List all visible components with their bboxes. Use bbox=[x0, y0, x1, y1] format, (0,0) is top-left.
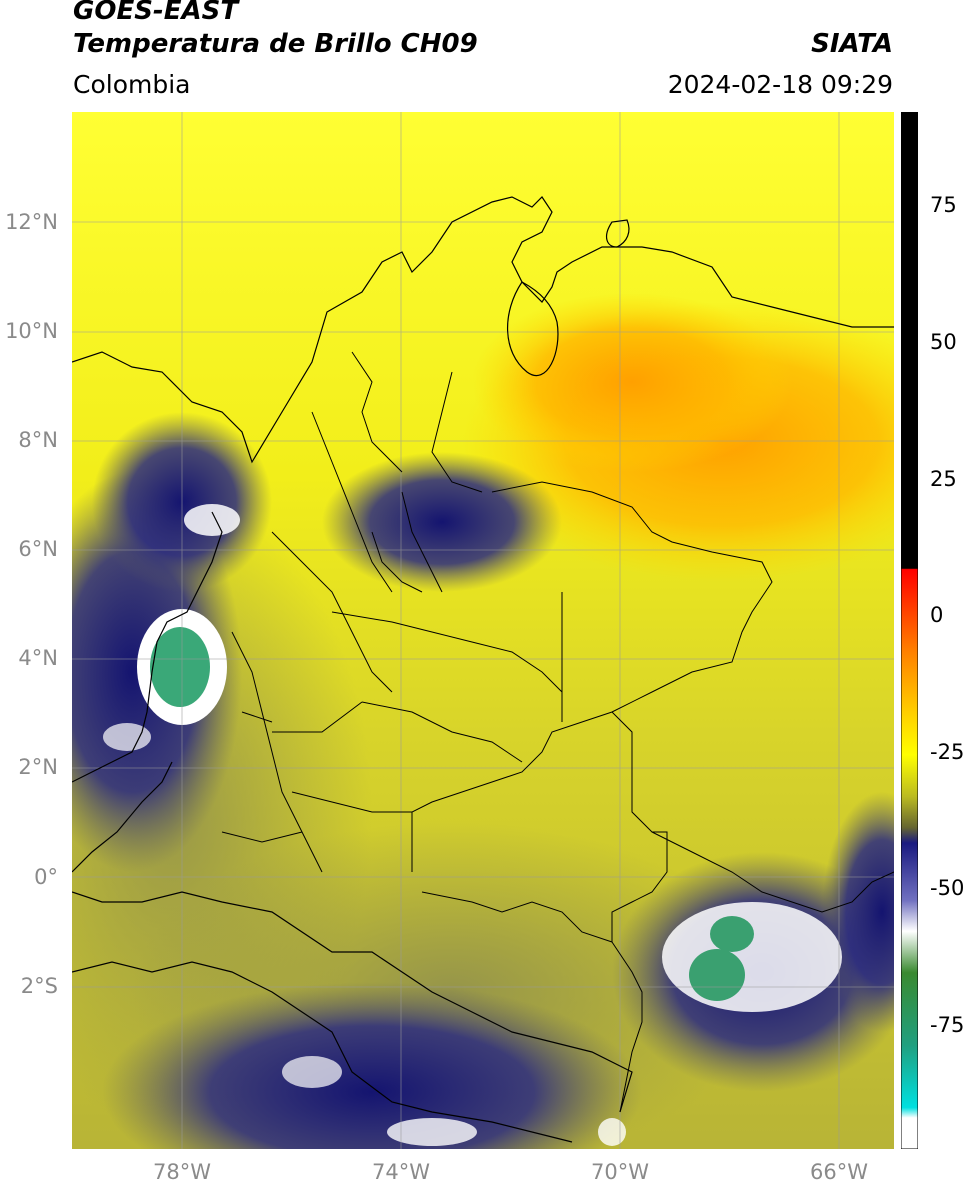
deep-convection-pacific-core bbox=[150, 627, 210, 707]
lat-tick-label: 2°S bbox=[20, 974, 58, 998]
graticule bbox=[72, 112, 894, 1149]
product-title: Temperatura de Brillo CH09 bbox=[73, 29, 478, 59]
lat-tick-label: 0° bbox=[34, 865, 58, 889]
region-label: Colombia bbox=[73, 70, 191, 99]
warm-region-2 bbox=[472, 292, 792, 472]
satellite-map bbox=[72, 112, 894, 1149]
lat-tick-label: 4°N bbox=[18, 646, 58, 670]
colorbar-tick-label: 75 bbox=[930, 193, 957, 217]
cold-cloud-catatumbo bbox=[322, 452, 562, 592]
colorbar-tick-label: 0 bbox=[930, 603, 944, 627]
lon-tick-label: 66°W bbox=[810, 1160, 868, 1184]
satellite-title: GOES-EAST bbox=[73, 0, 239, 26]
colorbar-tick-label: 50 bbox=[930, 330, 957, 354]
agency-label: SIATA bbox=[811, 29, 893, 59]
small-cloud-south3 bbox=[282, 1056, 342, 1088]
colorbar-tick-label: 25 bbox=[930, 467, 957, 491]
lon-tick-label: 74°W bbox=[372, 1160, 430, 1184]
colorbar-tick-label: -50 bbox=[930, 876, 965, 900]
coastlines bbox=[72, 196, 894, 1143]
lat-tick-label: 10°N bbox=[5, 319, 58, 343]
small-cloud-northwest bbox=[184, 504, 240, 536]
deep-convection-southeast-core1 bbox=[689, 949, 745, 1001]
small-cloud-south2 bbox=[598, 1118, 626, 1146]
datetime-label: 2024-02-18 09:29 bbox=[667, 70, 893, 99]
lon-tick-label: 78°W bbox=[153, 1160, 211, 1184]
lon-tick-label: 70°W bbox=[591, 1160, 649, 1184]
colorbar bbox=[901, 112, 918, 1149]
lat-tick-label: 2°N bbox=[18, 755, 58, 779]
colorbar-tick-label: -75 bbox=[930, 1013, 965, 1037]
small-cloud-west bbox=[103, 723, 151, 751]
lat-tick-label: 6°N bbox=[18, 537, 58, 561]
lat-tick-label: 12°N bbox=[5, 210, 58, 234]
deep-convection-southeast bbox=[662, 902, 842, 1012]
cold-cloud-southwest bbox=[102, 982, 642, 1149]
cold-cloud-east bbox=[822, 792, 894, 1032]
lat-tick-label: 8°N bbox=[18, 428, 58, 452]
colorbar-tick-label: -25 bbox=[930, 740, 965, 764]
small-cloud-south1 bbox=[387, 1118, 477, 1146]
political-borders bbox=[221, 351, 894, 1113]
deep-convection-southeast-core2 bbox=[710, 916, 754, 952]
